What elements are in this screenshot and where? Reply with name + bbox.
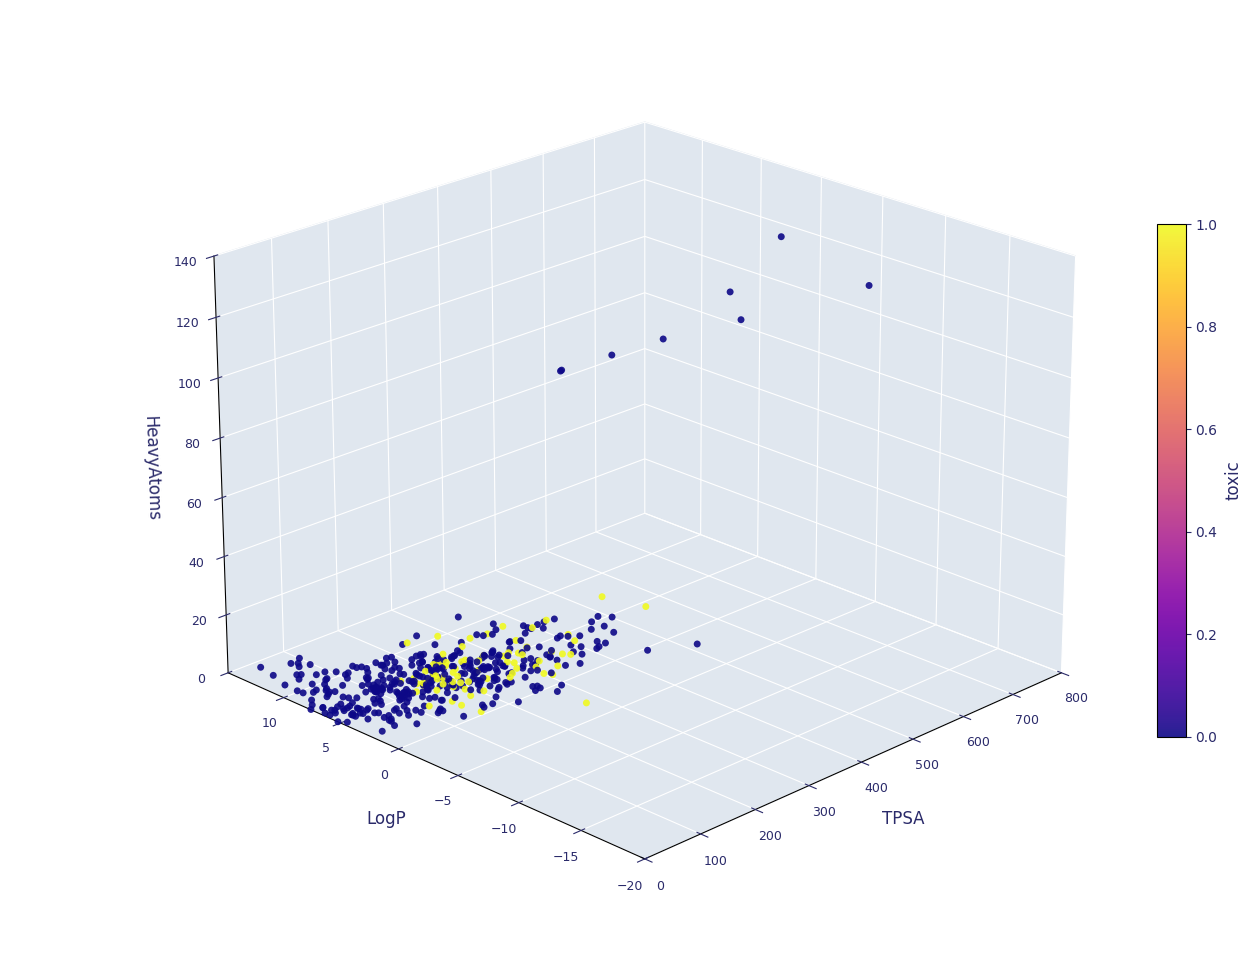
X-axis label: TPSA: TPSA	[882, 810, 925, 828]
Y-axis label: LogP: LogP	[367, 810, 406, 828]
Y-axis label: toxic: toxic	[1225, 460, 1242, 501]
